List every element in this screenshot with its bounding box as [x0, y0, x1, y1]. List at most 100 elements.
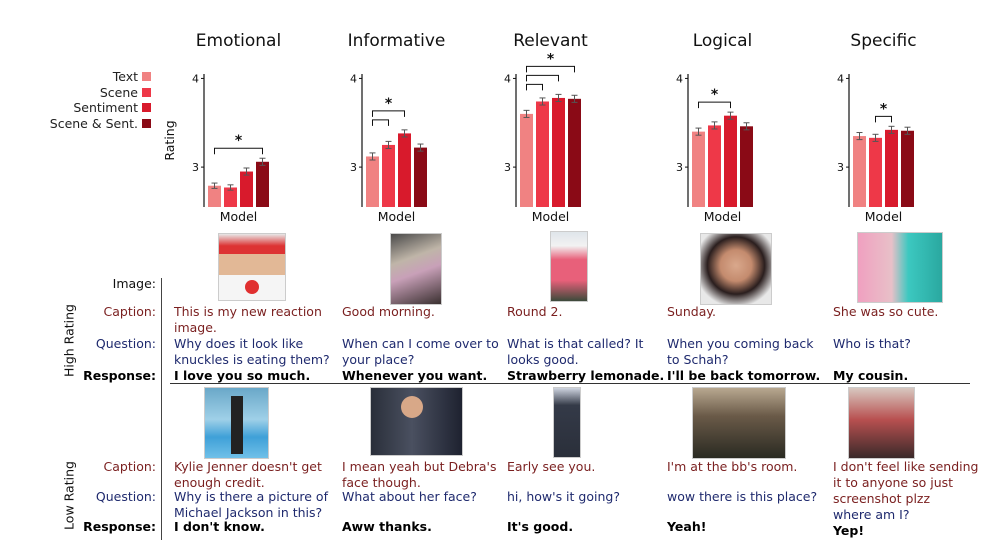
low-image-4	[692, 387, 786, 459]
bar-4-3	[724, 115, 737, 207]
sig-bracket-3-3	[526, 65, 575, 73]
high-question-4: When you coming back to Schah?	[667, 336, 814, 367]
sig-star-4: *	[711, 87, 719, 103]
low-response-3: It's good.	[507, 519, 574, 534]
high-question-2: When can I come over to your place?	[342, 336, 499, 367]
y-tick-label-1-1: 4	[192, 72, 199, 85]
chart-title-1: Emotional	[196, 31, 281, 51]
legend-label-scene-sent: Scene & Sent.	[49, 116, 138, 131]
high-question-1: Why does it look like knuckles is eating…	[174, 336, 330, 367]
high-image-4	[700, 233, 772, 305]
high-caption-3: Round 2.	[507, 304, 563, 319]
bar-3-1	[520, 113, 533, 207]
caption-row-label-high: Caption:	[103, 304, 156, 319]
bar-3-3	[552, 97, 565, 207]
y-tick-label-1-2: 3	[192, 161, 199, 174]
low-question-5: where am I?	[833, 507, 910, 522]
low-question-2: What about her face?	[342, 489, 477, 504]
low-caption-5: I don't feel like sending it to anyone s…	[833, 459, 979, 506]
low-image-1	[204, 387, 269, 459]
sig-bracket-2-2	[372, 110, 405, 117]
low-image-2	[370, 387, 463, 456]
x-axis-label-4: Model	[704, 209, 742, 224]
high-response-5: My cousin.	[833, 368, 909, 383]
legend-label-scene: Scene	[99, 85, 138, 100]
y-tick-label-4-2: 3	[676, 161, 683, 174]
bar-3-2	[536, 101, 549, 207]
low-image-3	[553, 387, 581, 458]
bar-2-3	[398, 133, 411, 207]
high-response-3: Strawberry lemonade.	[507, 368, 665, 383]
legend-label-text: Text	[112, 69, 138, 84]
shirt-logo-icon	[245, 280, 259, 294]
high-response-2: Whenever you want.	[342, 368, 488, 383]
legend-swatch-sentiment	[142, 103, 151, 112]
x-axis-label-5: Model	[865, 209, 903, 224]
high-caption-1: This is my new reaction image.	[174, 304, 322, 335]
question-row-label-high: Question:	[95, 336, 156, 351]
y-tick-label-3-1: 4	[504, 72, 511, 85]
bar-2-4	[414, 147, 427, 207]
x-axis-label-1: Model	[220, 209, 258, 224]
y-tick-label-5-1: 4	[837, 72, 844, 85]
y-axis-label-1: Rating	[162, 120, 177, 160]
high-caption-4: Sunday.	[667, 304, 716, 319]
legend-swatch-text	[142, 72, 151, 81]
face-icon	[401, 396, 423, 418]
high-caption-5: She was so cute.	[833, 304, 939, 319]
sig-bracket-2-1	[372, 119, 389, 126]
low-caption-2: I mean yeah but Debra's face though.	[342, 459, 497, 490]
bar-2-2	[382, 144, 395, 207]
bar-3-4	[568, 98, 581, 207]
sig-star-3: *	[547, 51, 555, 67]
bar-1-2	[224, 187, 237, 207]
high-caption-2: Good morning.	[342, 304, 435, 319]
high-image-1	[218, 233, 286, 301]
legend-label-sentiment: Sentiment	[73, 100, 138, 115]
x-axis-label-3: Model	[532, 209, 570, 224]
low-response-1: I don't know.	[174, 519, 265, 534]
bar-1-4	[256, 161, 269, 207]
bar-4-4	[740, 126, 753, 207]
sig-star-2: *	[385, 96, 393, 112]
bar-1-3	[240, 171, 253, 207]
caption-row-label-low: Caption:	[103, 459, 156, 474]
bar-4-2	[708, 125, 721, 207]
chart-title-2: Informative	[348, 31, 446, 51]
high-image-5	[857, 232, 943, 303]
low-question-1: Why is there a picture of Michael Jackso…	[174, 489, 328, 520]
chart-title-3: Relevant	[513, 31, 588, 51]
rating-charts: Emotional 4 3 * Model Rating Informative 4 3 * Mod…	[162, 31, 917, 224]
high-image-2	[390, 233, 442, 305]
response-row-label-high: Response:	[83, 368, 156, 383]
section-separator	[170, 383, 970, 384]
high-response-4: I'll be back tomorrow.	[667, 368, 821, 383]
low-caption-4: I'm at the bb's room.	[667, 459, 798, 474]
high-response-1: I love you so much.	[174, 368, 311, 383]
bar-5-1	[853, 136, 866, 207]
y-tick-label-2-1: 4	[350, 72, 357, 85]
sig-star-5: *	[880, 101, 888, 117]
y-tick-label-4-1: 4	[676, 72, 683, 85]
sig-bracket-4-1	[698, 101, 731, 109]
legend-swatch-scene	[142, 88, 151, 97]
sig-star-1: *	[235, 133, 243, 149]
high-question-3: What is that called? It looks good.	[507, 336, 644, 367]
low-question-4: wow there is this place?	[667, 489, 818, 504]
low-image-5	[848, 387, 915, 459]
sig-bracket-3-1	[526, 83, 543, 91]
row-divider-vertical	[161, 278, 162, 540]
chart-title-5: Specific	[850, 31, 916, 51]
bar-1-1	[208, 185, 221, 207]
low-caption-3: Early see you.	[507, 459, 596, 474]
low-response-2: Aww thanks.	[342, 519, 432, 534]
image-row-label: Image:	[112, 276, 156, 291]
y-tick-label-2-2: 3	[350, 161, 357, 174]
low-caption-1: Kylie Jenner doesn't get enough credit.	[174, 459, 322, 490]
bar-4-1	[692, 131, 705, 207]
bar-5-4	[901, 130, 914, 207]
x-axis-label-2: Model	[378, 209, 416, 224]
y-tick-label-3-2: 3	[504, 161, 511, 174]
low-response-4: Yeah!	[667, 519, 707, 534]
sig-bracket-1-1	[214, 147, 263, 155]
